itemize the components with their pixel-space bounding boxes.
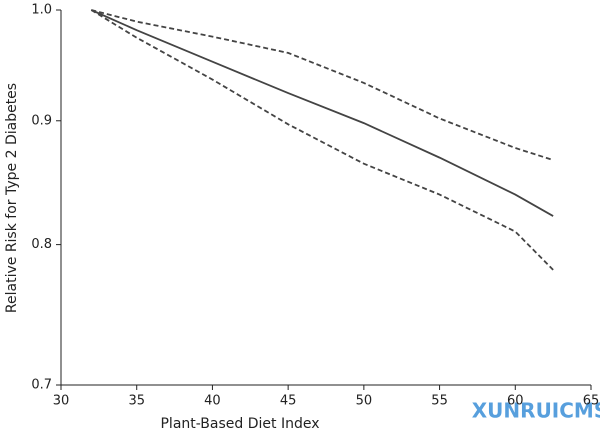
x-tick-label: 40	[204, 394, 221, 409]
ci-line	[91, 9, 554, 161]
x-tick-label: 65	[583, 394, 600, 409]
y-tick-label: 0.7	[31, 378, 52, 393]
y-axis-label: Relative Risk for Type 2 Diabetes	[4, 83, 20, 313]
y-tick-label: 0.8	[31, 237, 52, 252]
estimate-line	[90, 9, 554, 217]
y-tick-label: 1.0	[31, 3, 52, 18]
x-tick-label: 50	[356, 394, 373, 409]
x-tick-label: 60	[507, 394, 524, 409]
x-tick-label: 45	[280, 394, 297, 409]
ci-line	[90, 9, 554, 271]
watermark: XUNRUICMS	[472, 399, 600, 423]
x-axis-label: Plant-Based Diet Index	[160, 416, 319, 432]
y-tick-label: 0.9	[31, 113, 52, 128]
x-tick-label: 55	[431, 394, 448, 409]
x-tick-label: 35	[128, 394, 145, 409]
x-tick-label: 30	[53, 394, 70, 409]
